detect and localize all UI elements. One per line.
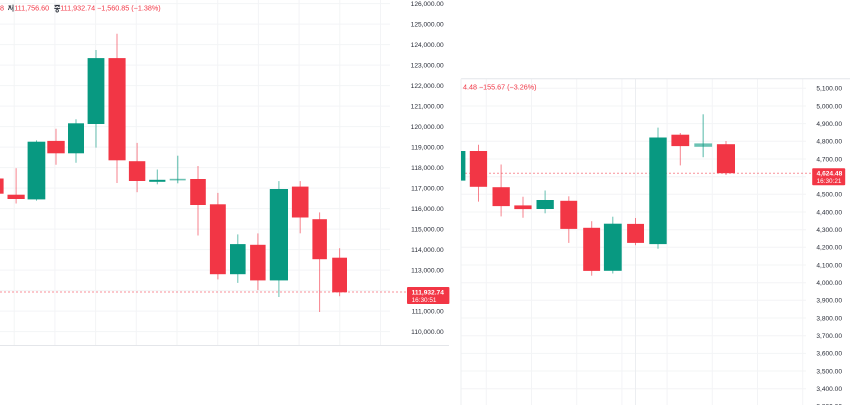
svg-text:3,900.00: 3,900.00: [816, 298, 842, 305]
svg-text:16:30:51: 16:30:51: [412, 297, 437, 304]
svg-text:3,500.00: 3,500.00: [816, 368, 842, 375]
svg-text:121,000.00: 121,000.00: [411, 104, 444, 111]
svg-text:111,932.74 −1,560.85 (−1.38%): 111,932.74 −1,560.85 (−1.38%): [60, 4, 160, 13]
svg-text:5,000.00: 5,000.00: [816, 103, 842, 110]
svg-text:4,800.00: 4,800.00: [816, 139, 842, 146]
svg-text:8: 8: [0, 4, 4, 13]
svg-text:3,600.00: 3,600.00: [816, 351, 842, 358]
svg-text:4,100.00: 4,100.00: [816, 262, 842, 269]
svg-text:111,932.74: 111,932.74: [412, 289, 445, 296]
svg-text:5,100.00: 5,100.00: [816, 86, 842, 93]
svg-text:4,000.00: 4,000.00: [816, 280, 842, 287]
svg-text:124,000.00: 124,000.00: [411, 42, 444, 49]
svg-text:4,300.00: 4,300.00: [816, 227, 842, 234]
svg-text:119,000.00: 119,000.00: [411, 145, 444, 152]
svg-text:16:30:21: 16:30:21: [817, 178, 842, 185]
svg-text:111,000.00: 111,000.00: [412, 309, 444, 316]
svg-text:113,000.00: 113,000.00: [411, 268, 444, 275]
svg-text:118,000.00: 118,000.00: [411, 165, 444, 172]
svg-text:4.48 −155.67 (−3.26%): 4.48 −155.67 (−3.26%): [463, 82, 537, 91]
svg-text:4,624.48: 4,624.48: [817, 171, 843, 178]
svg-text:120,000.00: 120,000.00: [411, 124, 444, 131]
svg-text:3,800.00: 3,800.00: [816, 315, 842, 322]
svg-text:3,300.00: 3,300.00: [816, 404, 842, 405]
svg-text:4,700.00: 4,700.00: [816, 156, 842, 163]
svg-text:4,900.00: 4,900.00: [816, 121, 842, 128]
svg-text:4,400.00: 4,400.00: [816, 209, 842, 216]
svg-text:115,000.00: 115,000.00: [411, 227, 444, 234]
svg-text:116,000.00: 116,000.00: [411, 206, 444, 213]
svg-text:3,400.00: 3,400.00: [816, 386, 842, 393]
svg-text:126,000.00: 126,000.00: [411, 1, 444, 8]
svg-text:125,000.00: 125,000.00: [411, 22, 444, 29]
svg-text:117,000.00: 117,000.00: [411, 186, 444, 193]
svg-text:3,700.00: 3,700.00: [816, 333, 842, 340]
svg-text:110,000.00: 110,000.00: [411, 329, 444, 336]
svg-text:122,000.00: 122,000.00: [411, 83, 444, 90]
svg-text:4,500.00: 4,500.00: [816, 192, 842, 199]
svg-text:111,756.60: 111,756.60: [14, 4, 49, 13]
svg-text:114,000.00: 114,000.00: [411, 247, 444, 254]
svg-text:4,200.00: 4,200.00: [816, 245, 842, 252]
svg-text:123,000.00: 123,000.00: [411, 63, 444, 70]
